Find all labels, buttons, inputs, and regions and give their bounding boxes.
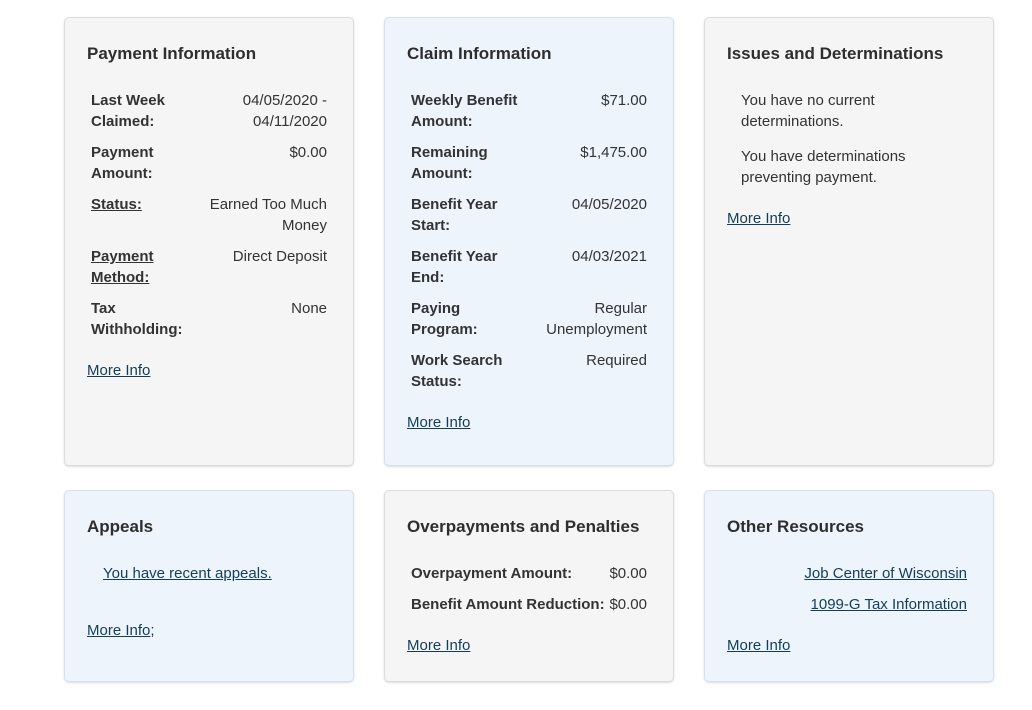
claim-information-rows: Weekly Benefit Amount: $71.00 Remaining …: [407, 90, 647, 392]
benefit-amount-reduction-label: Benefit Amount Reduction:: [411, 596, 605, 613]
overpayments-penalties-title: Overpayments and Penalties: [407, 517, 640, 536]
more-info-link[interactable]: More Info: [727, 210, 791, 227]
work-search-status-row: Work Search Status: Required: [411, 350, 647, 392]
benefit-year-start-label: Benefit Year Start:: [411, 196, 498, 234]
last-week-claimed-value: 04/05/2020 - 04/11/2020: [242, 92, 327, 130]
claim-more-info-row: More Info: [407, 412, 647, 433]
remaining-amount-label: Remaining Amount:: [411, 144, 488, 182]
payment-method-value: Direct Deposit: [232, 248, 327, 265]
tax-information-link-row: 1099-G Tax Information: [727, 594, 967, 615]
payment-information-title: Payment Information: [87, 44, 257, 63]
benefit-year-end-row: Benefit Year End: 04/03/2021: [411, 246, 647, 288]
other-resources-card: Other Resources Job Center of Wisconsin …: [704, 490, 994, 682]
other-resources-title: Other Resources: [727, 517, 864, 536]
remaining-amount-value: $1,475.00: [580, 144, 647, 161]
payment-information-card: Payment Information Last Week Claimed: 0…: [64, 17, 354, 466]
benefit-year-end-label: Benefit Year End:: [411, 248, 498, 286]
payment-method-row: Payment Method: Direct Deposit: [91, 246, 327, 288]
1099g-tax-information-link[interactable]: 1099-G Tax Information: [810, 596, 967, 613]
appeals-more-info-row: More Info;: [87, 620, 327, 641]
weekly-benefit-amount-label: Weekly Benefit Amount:: [411, 92, 518, 130]
payment-more-info-row: More Info: [87, 360, 327, 381]
benefit-amount-reduction-row: Benefit Amount Reduction: $0.00: [411, 594, 647, 615]
tax-withholding-value: None: [291, 300, 327, 317]
status-value: Earned Too Much Money: [209, 196, 327, 234]
more-info-suffix: ;: [150, 622, 155, 639]
tax-withholding-label: Tax Withholding:: [91, 300, 183, 338]
dashboard-card-grid: Payment Information Last Week Claimed: 0…: [64, 17, 1032, 682]
benefit-year-start-value: 04/05/2020: [571, 196, 647, 213]
determinations-preventing-payment-text: You have determinations preventing payme…: [741, 148, 906, 186]
benefit-year-end-value: 04/03/2021: [571, 248, 647, 265]
status-row: Status: Earned Too Much Money: [91, 194, 327, 236]
payment-amount-value: $0.00: [289, 144, 327, 161]
more-info-link[interactable]: More Info: [87, 622, 151, 639]
paying-program-label: Paying Program:: [411, 300, 478, 338]
benefit-year-start-row: Benefit Year Start: 04/05/2020: [411, 194, 647, 236]
more-info-link[interactable]: More Info: [87, 362, 151, 379]
work-search-status-label: Work Search Status:: [411, 352, 503, 390]
overpayments-more-info-row: More Info: [407, 635, 647, 656]
appeals-body: You have recent appeals.: [87, 563, 327, 584]
weekly-benefit-amount-row: Weekly Benefit Amount: $71.00: [411, 90, 647, 132]
issues-determinations-title: Issues and Determinations: [727, 44, 944, 63]
paying-program-value: Regular Unemployment: [546, 300, 647, 338]
overpayments-rows: Overpayment Amount: $0.00 Benefit Amount…: [407, 563, 647, 615]
weekly-benefit-amount-value: $71.00: [601, 92, 647, 109]
issues-determinations-card: Issues and Determinations You have no cu…: [704, 17, 994, 466]
overpayment-amount-value: $0.00: [609, 565, 647, 582]
other-resources-links: Job Center of Wisconsin 1099-G Tax Infor…: [727, 563, 967, 615]
payment-amount-label: Payment Amount:: [91, 144, 154, 182]
claim-information-card: Claim Information Weekly Benefit Amount:…: [384, 17, 674, 466]
more-info-link[interactable]: More Info: [407, 414, 471, 431]
remaining-amount-row: Remaining Amount: $1,475.00: [411, 142, 647, 184]
tax-withholding-row: Tax Withholding: None: [91, 298, 327, 340]
issues-paragraphs: You have no current determinations. You …: [727, 90, 967, 188]
status-link[interactable]: Status:: [91, 196, 142, 213]
overpayment-amount-label: Overpayment Amount:: [411, 565, 573, 582]
issues-more-info-row: More Info: [727, 208, 967, 229]
no-current-determinations-text: You have no current determinations.: [741, 92, 875, 130]
benefit-amount-reduction-value: $0.00: [609, 596, 647, 613]
appeals-card: Appeals You have recent appeals. More In…: [64, 490, 354, 682]
overpayments-penalties-card: Overpayments and Penalties Overpayment A…: [384, 490, 674, 682]
paying-program-row: Paying Program: Regular Unemployment: [411, 298, 647, 340]
overpayment-amount-row: Overpayment Amount: $0.00: [411, 563, 647, 584]
last-week-claimed-label: Last Week Claimed:: [91, 92, 165, 130]
job-center-link-row: Job Center of Wisconsin: [727, 563, 967, 584]
work-search-status-value: Required: [586, 352, 647, 369]
appeals-title: Appeals: [87, 517, 154, 536]
last-week-claimed-row: Last Week Claimed: 04/05/2020 - 04/11/20…: [91, 90, 327, 132]
claim-information-title: Claim Information: [407, 44, 552, 63]
payment-amount-row: Payment Amount: $0.00: [91, 142, 327, 184]
more-info-link[interactable]: More Info: [407, 637, 471, 654]
recent-appeals-link[interactable]: You have recent appeals.: [103, 565, 272, 582]
payment-information-rows: Last Week Claimed: 04/05/2020 - 04/11/20…: [87, 90, 327, 340]
payment-method-link[interactable]: Payment Method:: [91, 248, 154, 286]
job-center-of-wisconsin-link[interactable]: Job Center of Wisconsin: [804, 565, 967, 582]
other-resources-more-info-row: More Info: [727, 635, 967, 656]
more-info-link[interactable]: More Info: [727, 637, 791, 654]
